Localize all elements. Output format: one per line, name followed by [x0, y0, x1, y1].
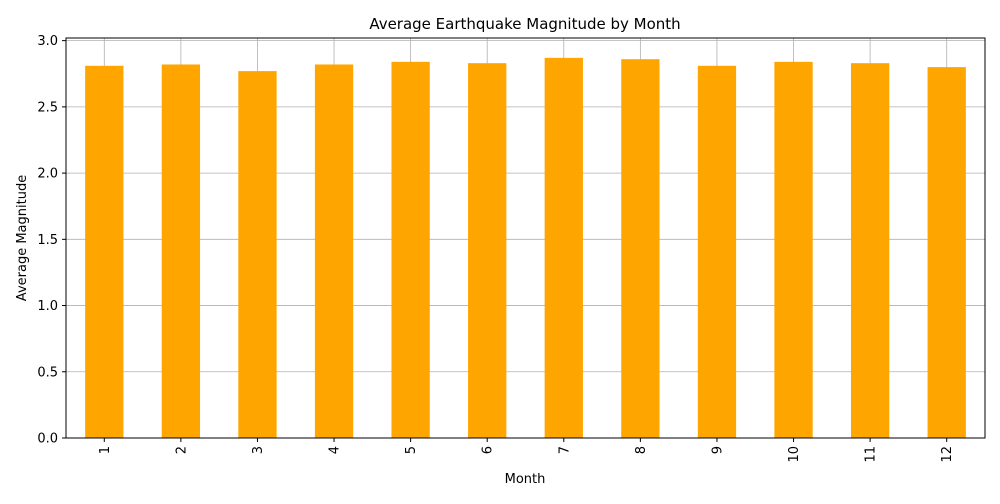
grid-layer	[66, 38, 985, 439]
x-axis-label: Month	[505, 472, 546, 487]
y-tick-label: 2.0	[37, 167, 58, 182]
x-tick-label: 1	[98, 446, 113, 454]
y-tick-label: 0.0	[37, 432, 58, 447]
x-tick-label: 2	[174, 446, 189, 454]
x-tick-label: 3	[251, 446, 266, 454]
bar-month-11	[850, 63, 890, 439]
bar-month-10	[774, 61, 813, 438]
plot-frame	[65, 37, 986, 439]
x-tick-label: 11	[864, 446, 879, 463]
x-tick-label: 7	[557, 446, 572, 454]
bar-month-2	[161, 64, 201, 439]
x-tick-label: 5	[404, 446, 419, 454]
bar-month-8	[621, 59, 660, 439]
y-tick-label: 1.0	[37, 299, 58, 314]
bar-month-12	[927, 67, 966, 439]
x-tick-label: 12	[940, 446, 955, 463]
y-tick-label: 2.5	[37, 100, 58, 115]
bar-month-5	[391, 61, 430, 438]
bar-month-3	[238, 71, 277, 438]
x-tick-label: 6	[481, 446, 496, 454]
y-tick-label: 1.5	[37, 233, 58, 248]
bar-layer	[85, 57, 966, 439]
y-tick-label: 0.5	[37, 365, 58, 380]
x-tick-label: 10	[787, 446, 802, 463]
y-tick-label: 3.0	[37, 34, 58, 49]
bar-month-7	[544, 57, 583, 438]
bar-month-4	[314, 64, 354, 439]
x-tick-label: 9	[710, 446, 725, 454]
bar-month-6	[468, 63, 507, 439]
x-tick-label: 8	[634, 446, 649, 454]
axis-layer: 0.00.51.01.52.02.53.01 2 3 4 5 6 7 8 9 10 11 12	[37, 34, 986, 463]
y-axis-label: Average Magnitude	[15, 175, 30, 301]
x-tick-label: 4	[328, 446, 343, 454]
chart-title: Average Earthquake Magnitude by Month	[369, 15, 680, 33]
bar-month-9	[697, 65, 737, 438]
bar-month-1	[85, 65, 124, 438]
